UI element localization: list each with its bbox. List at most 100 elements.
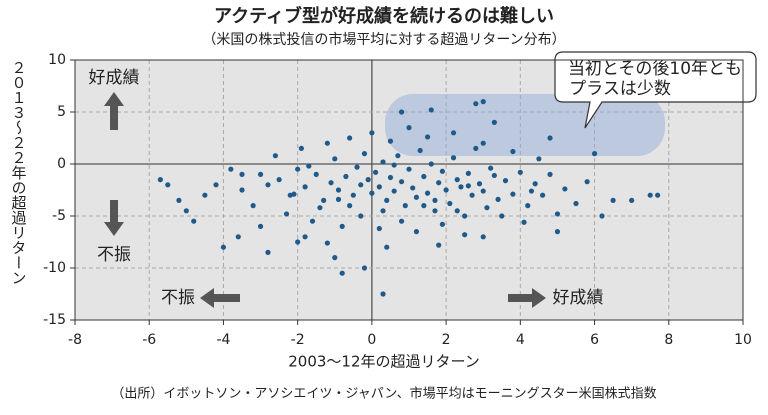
point — [302, 184, 308, 190]
point — [584, 179, 590, 185]
point — [332, 156, 338, 162]
y-tick-label: -10 — [43, 260, 66, 276]
chart-title: アクティブ型が好成績を続けるのは難しい — [214, 5, 554, 27]
point — [213, 182, 219, 188]
point — [191, 218, 197, 224]
x-tick-label: 6 — [590, 332, 599, 348]
point — [647, 192, 653, 198]
point — [369, 130, 375, 136]
point — [365, 177, 371, 183]
point — [361, 265, 368, 271]
point — [473, 101, 479, 107]
point — [176, 197, 182, 203]
y-axis-label: ２０１３〜２２年の超過リターン — [10, 60, 28, 285]
point — [332, 255, 338, 261]
point — [454, 177, 460, 183]
point — [369, 190, 375, 196]
callout-text: 当初とその後10年とも — [568, 59, 742, 79]
point — [517, 169, 523, 175]
point — [573, 200, 579, 207]
point — [313, 171, 319, 177]
point — [436, 180, 442, 186]
point — [424, 190, 431, 196]
point — [488, 165, 494, 171]
point — [447, 200, 453, 207]
point — [554, 229, 561, 235]
arrow-left — [200, 288, 240, 308]
point — [391, 188, 397, 194]
point — [436, 242, 442, 248]
point — [239, 171, 245, 177]
point — [406, 125, 412, 131]
point — [391, 162, 397, 168]
x-tick-label: 4 — [516, 332, 525, 348]
point — [339, 270, 345, 276]
point — [428, 161, 434, 167]
point — [450, 155, 457, 161]
chart-subtitle: （米国の株式投信の市場平均に対する超過リターン分布） — [202, 31, 565, 48]
point — [532, 181, 538, 187]
point — [476, 181, 483, 187]
point — [480, 188, 486, 194]
point — [380, 159, 386, 165]
point — [347, 203, 353, 209]
point — [562, 186, 568, 192]
point — [499, 213, 505, 219]
point — [424, 134, 431, 140]
annotation: 好成績 — [553, 288, 604, 308]
point — [528, 188, 535, 194]
point — [547, 135, 553, 141]
point — [373, 169, 379, 175]
point — [480, 99, 486, 105]
x-tick-label: -2 — [291, 332, 305, 348]
point — [276, 177, 282, 183]
annotation: 好成績 — [89, 68, 140, 88]
x-tick-label: -6 — [142, 332, 156, 348]
point — [521, 219, 527, 225]
point — [347, 135, 353, 141]
point — [324, 140, 330, 146]
point — [480, 140, 486, 146]
point — [376, 225, 382, 232]
y-tick-label: 5 — [57, 104, 66, 120]
point — [235, 234, 241, 240]
point — [525, 203, 531, 209]
point — [410, 185, 416, 191]
point — [343, 173, 349, 180]
y-tick-label: 10 — [48, 52, 66, 68]
point — [610, 197, 616, 203]
source-note: （出所）イボットソン・アソシエイツ・ジャパン、市場平均はモーニングスター米国株式… — [111, 386, 656, 402]
point — [406, 166, 412, 172]
point — [157, 177, 163, 183]
plot-frame — [74, 59, 744, 321]
point — [491, 172, 497, 179]
arrow-up — [104, 92, 124, 130]
point — [432, 208, 438, 214]
point — [465, 170, 471, 176]
x-tick-label: 0 — [367, 332, 376, 348]
point — [547, 171, 553, 177]
point — [358, 182, 364, 188]
point — [591, 151, 598, 157]
arrow-right — [508, 288, 546, 308]
point — [302, 234, 308, 240]
point — [443, 187, 449, 193]
point — [554, 211, 561, 217]
point — [228, 166, 234, 172]
callout-text: プラスは少数 — [569, 79, 671, 99]
point — [339, 223, 345, 229]
point — [536, 156, 542, 162]
point — [421, 173, 427, 180]
highlight-region — [385, 94, 665, 156]
point — [335, 196, 342, 202]
point — [398, 218, 405, 224]
point — [402, 203, 408, 209]
point — [384, 197, 390, 203]
x-tick-label: 8 — [664, 332, 673, 348]
point — [462, 213, 468, 219]
point — [458, 184, 464, 190]
point — [220, 244, 227, 250]
point — [480, 234, 486, 240]
point — [380, 291, 386, 297]
x-tick-label: -8 — [68, 332, 82, 348]
